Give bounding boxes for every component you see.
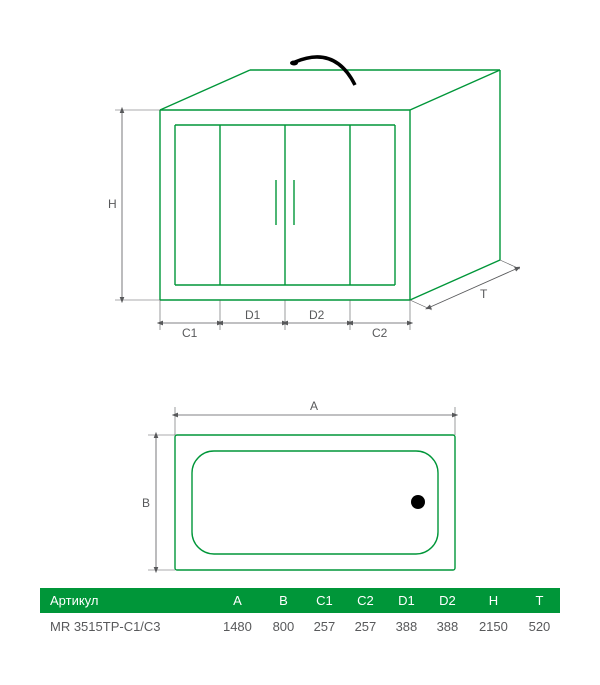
val-t: 520 xyxy=(519,613,560,640)
col-t: T xyxy=(519,588,560,613)
dim-label-d2: D2 xyxy=(309,308,325,322)
dim-label-d1: D1 xyxy=(245,308,261,322)
spec-table-container: Артикул A B C1 C2 D1 D2 H T MR 3515TP-C1… xyxy=(40,588,560,640)
val-d1: 388 xyxy=(386,613,427,640)
dim-label-a: A xyxy=(310,399,318,413)
plan-view: A B xyxy=(140,395,470,580)
dim-label-c1: C1 xyxy=(182,326,198,340)
dim-label-t: T xyxy=(480,287,488,301)
col-d1: D1 xyxy=(386,588,427,613)
val-c2: 257 xyxy=(345,613,386,640)
col-a: A xyxy=(212,588,263,613)
col-b: B xyxy=(263,588,304,613)
col-c1: C1 xyxy=(304,588,345,613)
val-d2: 388 xyxy=(427,613,468,640)
col-d2: D2 xyxy=(427,588,468,613)
dim-label-h: H xyxy=(108,197,117,211)
val-c1: 257 xyxy=(304,613,345,640)
dim-label-c2: C2 xyxy=(372,326,388,340)
dim-label-b: B xyxy=(142,496,150,510)
col-h: H xyxy=(468,588,519,613)
col-c2: C2 xyxy=(345,588,386,613)
isometric-view: H C1 D1 D2 C2 T xyxy=(80,30,520,370)
drawing-canvas: H C1 D1 D2 C2 T xyxy=(0,0,600,685)
val-b: 800 xyxy=(263,613,304,640)
spec-row: MR 3515TP-C1/C3 1480 800 257 257 388 388… xyxy=(40,613,560,640)
col-label-header: Артикул xyxy=(40,588,212,613)
val-h: 2150 xyxy=(468,613,519,640)
val-a: 1480 xyxy=(212,613,263,640)
spec-table: Артикул A B C1 C2 D1 D2 H T MR 3515TP-C1… xyxy=(40,588,560,640)
row-label: MR 3515TP-C1/C3 xyxy=(40,613,212,640)
